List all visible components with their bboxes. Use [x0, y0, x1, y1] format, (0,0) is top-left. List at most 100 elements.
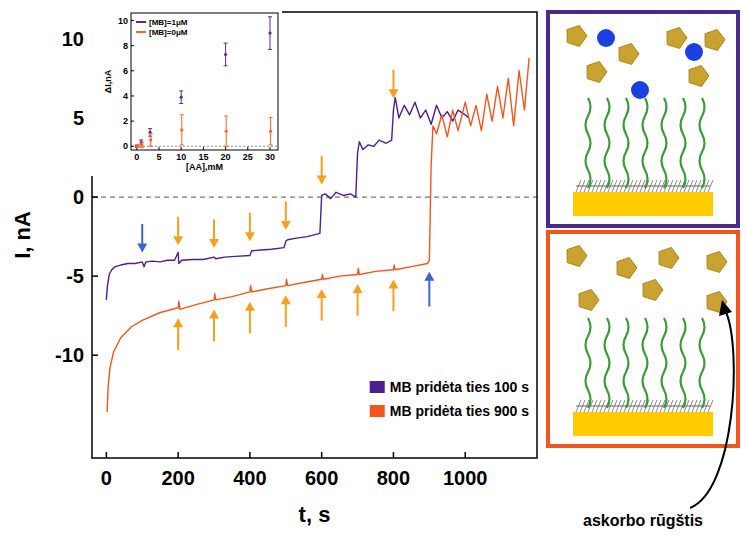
- error-cap: [140, 147, 144, 148]
- inset-x-tick-label: 5: [156, 152, 161, 162]
- error-cap: [268, 16, 272, 17]
- error-cap: [148, 136, 152, 137]
- y-tick-label: 5: [73, 107, 84, 129]
- arrow-shaft: [357, 291, 359, 316]
- ascorbic-acid: [705, 30, 725, 51]
- error-bar: [179, 91, 183, 104]
- x-tick-label: 0: [101, 467, 112, 489]
- dna-strand: [700, 98, 705, 188]
- ascorbic-acid: [567, 26, 587, 47]
- error-cap: [179, 90, 183, 91]
- plot-frame: [92, 12, 537, 458]
- monolayer: [576, 406, 710, 407]
- error-cap: [149, 146, 153, 147]
- addition-arrow: [137, 224, 147, 252]
- methylene-blue: [597, 29, 615, 47]
- inset-y-tick-label: 0: [123, 141, 128, 151]
- electrode: [573, 192, 713, 216]
- inset-marks: [135, 17, 273, 148]
- error-bar: [224, 116, 228, 146]
- ascorbic-acid: [667, 28, 687, 49]
- methylene-blue: [685, 43, 703, 61]
- addition-arrow: [281, 295, 291, 327]
- x-tick-label: 600: [305, 467, 338, 489]
- legend-swatch: [370, 381, 385, 393]
- error-bar: [148, 129, 152, 137]
- inset-y-tick-label: 8: [123, 41, 128, 51]
- arrow-head: [209, 310, 219, 319]
- addition-arrow: [424, 272, 434, 307]
- pointer-arrow-head: [719, 300, 732, 316]
- x-tick: [249, 452, 251, 458]
- arrow-shaft: [392, 286, 394, 311]
- dna-strand: [605, 98, 610, 188]
- ascorbic-acid: [659, 248, 679, 269]
- arrow-shaft: [141, 224, 143, 245]
- error-cap: [224, 116, 228, 117]
- dna-strand: [624, 318, 629, 408]
- arrow-head: [245, 232, 255, 241]
- error-cap: [148, 128, 152, 129]
- arrow-head: [281, 221, 291, 230]
- arrow-shaft: [285, 201, 287, 222]
- inset-y-axis-title: ΔI,nA: [103, 69, 113, 93]
- scheme-panel: [548, 12, 738, 226]
- ascorbic-acid: [643, 280, 663, 301]
- inset-frame: [131, 13, 278, 150]
- error-cap: [224, 43, 228, 44]
- inset-legend-swatch: [136, 21, 146, 23]
- dna-strand: [586, 98, 591, 188]
- inset-x-tick-label: 0: [134, 152, 139, 162]
- ascorbic-acid: [707, 252, 727, 273]
- x-tick-label: 800: [377, 467, 410, 489]
- inset-y-tick-label: 4: [123, 91, 128, 101]
- arrow-shaft: [321, 156, 323, 177]
- error-cap: [269, 117, 273, 118]
- inset-x-tick-label: 20: [221, 152, 231, 162]
- error-bar: [224, 43, 228, 66]
- x-tick-label: 1000: [443, 467, 488, 489]
- dna-strand: [681, 318, 686, 408]
- y-tick-label: -10: [55, 344, 84, 366]
- inset-legend-swatch: [136, 31, 146, 33]
- addition-arrow: [245, 213, 255, 241]
- arrow-head: [173, 236, 183, 245]
- point: [149, 138, 152, 141]
- ascorbic-acid: [617, 258, 637, 279]
- arrow-head: [281, 295, 291, 304]
- inset-y-tick-label: 6: [123, 66, 128, 76]
- point: [269, 130, 272, 133]
- ascorbic-acid: [567, 246, 587, 267]
- arrow-shaft: [428, 279, 430, 307]
- legend-label: MB pridėta ties 100 s: [390, 379, 529, 395]
- error-cap: [180, 144, 184, 145]
- x-tick: [321, 452, 323, 458]
- y-tick-label: 10: [62, 28, 84, 50]
- arrow-head: [388, 89, 398, 98]
- arrow-shaft: [213, 317, 215, 342]
- error-bar: [269, 117, 273, 145]
- error-bar: [149, 134, 153, 147]
- scheme-panel: [548, 232, 738, 446]
- arrow-head: [388, 279, 398, 288]
- y-axis-title: I, nA: [10, 211, 35, 259]
- error-cap: [224, 65, 228, 66]
- error-cap: [268, 49, 272, 50]
- addition-arrow: [245, 302, 255, 334]
- inset-x-axis-title: [AA],mM: [186, 162, 223, 172]
- x-tick: [393, 452, 395, 458]
- arrow-head: [173, 318, 183, 327]
- point: [140, 143, 143, 146]
- error-bar: [140, 142, 144, 147]
- inset-legend-label: [MB]=0μM: [149, 28, 188, 37]
- error-bar: [135, 145, 139, 148]
- scheme-label: askorbo rūgštis: [583, 512, 703, 529]
- scheme-border: [548, 12, 738, 226]
- ascorbic-acid: [579, 290, 599, 311]
- error-cap: [139, 139, 143, 140]
- arrow-head: [353, 284, 363, 293]
- point: [224, 53, 227, 56]
- point: [225, 130, 228, 133]
- methylene-blue: [631, 81, 649, 99]
- dna-strand: [624, 98, 629, 188]
